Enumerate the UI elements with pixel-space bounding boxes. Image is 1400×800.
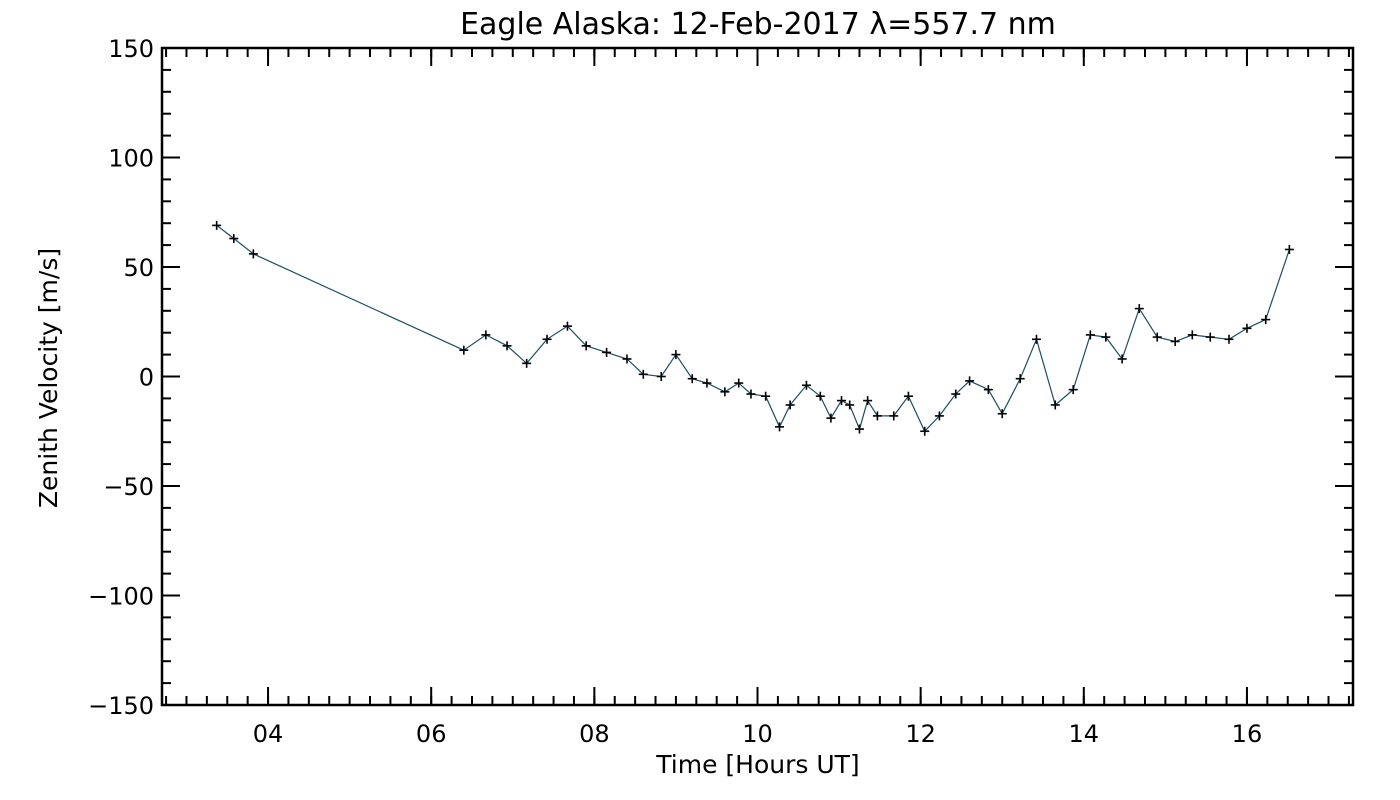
data-point-marker (581, 341, 591, 351)
data-point-marker (997, 409, 1007, 419)
data-point-marker (542, 334, 552, 344)
data-point-marker (761, 391, 771, 401)
data-point-marker (638, 369, 648, 379)
y-tick-label: −50 (103, 473, 154, 501)
data-point-marker (481, 330, 491, 340)
data-point-marker (903, 391, 913, 401)
data-point-marker (229, 234, 239, 244)
data-point-marker (720, 387, 730, 397)
data-point-marker (1261, 315, 1271, 325)
data-point-marker (602, 347, 612, 357)
data-point-marker (687, 374, 697, 384)
y-tick-label: −150 (88, 692, 154, 720)
series-line (216, 224, 1290, 433)
data-point-marker (562, 321, 572, 331)
y-tick-label: 150 (108, 35, 154, 63)
data-point-marker (872, 411, 882, 421)
data-point-marker (248, 249, 258, 259)
data-point-marker (934, 411, 944, 421)
data-point-marker (775, 422, 785, 432)
data-point-marker (671, 350, 681, 360)
axis-tick-labels: 04 06 08 10 12 14 16 −150 −100 −50 0 50 100 150 (88, 35, 1262, 748)
data-point-marker (212, 220, 222, 230)
y-tick-label: 50 (123, 254, 154, 282)
data-point-marker (826, 413, 836, 423)
data-point-marker (522, 358, 532, 368)
data-point-marker (459, 345, 469, 355)
x-tick-label: 16 (1232, 720, 1263, 748)
data-point-marker (1031, 334, 1041, 344)
x-tick-label: 08 (579, 720, 610, 748)
data-point-marker (1242, 323, 1252, 333)
y-tick-label: −100 (88, 583, 154, 611)
data-point-marker (1205, 332, 1215, 342)
data-point-marker (1187, 330, 1197, 340)
data-point-marker (1134, 304, 1144, 314)
y-tick-label: 100 (108, 145, 154, 173)
x-tick-label: 12 (905, 720, 936, 748)
x-tick-label: 06 (416, 720, 447, 748)
data-point-marker (801, 380, 811, 390)
data-point-marker (965, 376, 975, 386)
data-point-marker (785, 400, 795, 410)
data-point-marker (622, 354, 632, 364)
data-point-marker (1085, 330, 1095, 340)
data-series (212, 220, 1294, 436)
data-point-marker (656, 372, 666, 381)
plot-frame (160, 46, 1355, 707)
data-point-marker (1068, 385, 1078, 395)
data-point-marker (1117, 354, 1127, 364)
data-point-marker (1152, 332, 1162, 342)
data-point-marker (1284, 244, 1294, 254)
data-point-marker (854, 424, 864, 434)
data-point-marker (837, 396, 847, 406)
data-point-marker (863, 396, 873, 406)
chart-title: Eagle Alaska: 12-Feb-2017 λ=557.7 nm (460, 7, 1056, 42)
axis-ticks (162, 47, 1353, 706)
data-point-marker (920, 426, 930, 436)
data-point-marker (1015, 374, 1025, 384)
data-point-marker (1224, 334, 1234, 344)
data-point-marker (815, 391, 825, 401)
data-point-marker (734, 378, 744, 388)
data-point-marker (1101, 332, 1111, 342)
data-point-marker (983, 385, 993, 395)
x-axis-label: Time [Hours UT] (655, 750, 859, 779)
data-point-marker (502, 341, 512, 351)
y-tick-label: 0 (139, 364, 154, 392)
data-point-marker (889, 411, 899, 421)
x-tick-label: 10 (742, 720, 773, 748)
data-point-marker (951, 389, 961, 399)
x-tick-label: 14 (1069, 720, 1100, 748)
y-axis-label: Zenith Velocity [m/s] (34, 248, 63, 508)
data-point-marker (1170, 336, 1180, 346)
data-point-marker (845, 400, 855, 410)
data-point-marker (746, 389, 756, 399)
plot-area (160, 46, 1355, 707)
data-point-marker (702, 378, 712, 388)
data-point-marker (1050, 400, 1060, 410)
x-tick-label: 04 (253, 720, 284, 748)
